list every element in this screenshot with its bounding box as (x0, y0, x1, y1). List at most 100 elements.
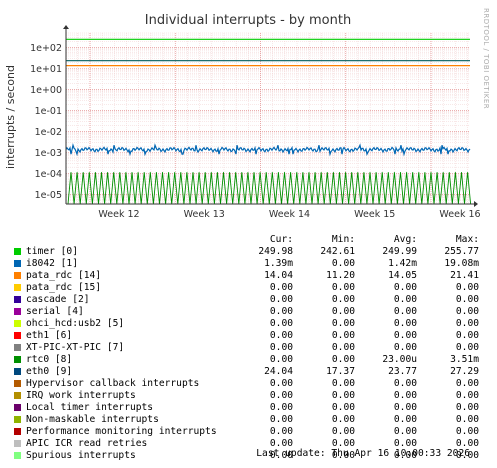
legend-row: eth0 [9] 24.04 17.37 23.77 27.29 (14, 366, 484, 378)
legend-max: 255.77 (444, 246, 479, 257)
legend-series-name: eth0 [9] (26, 366, 73, 377)
legend-avg: 0.00 (393, 306, 417, 317)
x-tick-label: Week 16 (439, 209, 480, 220)
interrupts-chart: Individual interrupts - by month interru… (4, 8, 490, 220)
legend-swatch (14, 320, 21, 327)
y-tick-label: 1e-01 (35, 106, 62, 117)
y-tick-label: 1e-04 (35, 169, 62, 180)
legend-swatch (14, 344, 21, 351)
legend-swatch (14, 404, 21, 411)
legend-avg: 0.00 (393, 390, 417, 401)
legend-series-name: APIC ICR read retries (26, 438, 148, 449)
legend-max: 0.00 (455, 318, 479, 329)
legend-header: Cur: Min: Avg: Max: (14, 234, 484, 246)
legend-series-name: eth1 [6] (26, 330, 73, 341)
legend-cur: 24.04 (264, 366, 293, 377)
legend-cur: 0.00 (269, 294, 293, 305)
legend-series-name: timer [0] (26, 246, 78, 257)
legend-row: Hypervisor callback interrupts 0.00 0.00 0.… (14, 378, 484, 390)
legend-row: i8042 [1] 1.39m 0.00 1.42m 19.08m (14, 258, 484, 270)
legend-avg: 0.00 (393, 282, 417, 293)
legend-min: 0.00 (331, 330, 355, 341)
legend-row: IRQ work interrupts 0.00 0.00 0.00 0.00 (14, 390, 484, 402)
legend-min: 0.00 (331, 294, 355, 305)
legend-swatch (14, 296, 21, 303)
legend-row: Local timer interrupts 0.00 0.00 0.00 0.00 (14, 402, 484, 414)
legend-avg: 0.00 (393, 438, 417, 449)
legend-swatch (14, 392, 21, 399)
legend-swatch (14, 380, 21, 387)
legend-row: Spurious interrupts 0.00 0.00 0.00 0.00 (14, 450, 484, 462)
legend-max: 0.00 (455, 330, 479, 341)
chart-title: Individual interrupts - by month (145, 13, 351, 28)
legend-series-name: serial [4] (26, 306, 84, 317)
x-axis-arrow-icon (474, 201, 478, 207)
header-min: Min: (331, 234, 355, 245)
legend-min: 0.00 (331, 402, 355, 413)
legend-min: 0.00 (331, 306, 355, 317)
legend-avg: 0.00 (393, 318, 417, 329)
legend-series-name: ohci_hcd:usb2 [5] (26, 318, 125, 329)
legend-cur: 0.00 (269, 354, 293, 365)
legend-cur: 0.00 (269, 306, 293, 317)
legend-min: 0.00 (331, 282, 355, 293)
legend-max: 0.00 (455, 414, 479, 425)
legend-avg: 0.00 (393, 450, 417, 461)
legend-series-name: IRQ work interrupts (26, 390, 136, 401)
legend-avg: 0.00 (393, 426, 417, 437)
legend-min: 0.00 (331, 342, 355, 353)
legend-max: 0.00 (455, 342, 479, 353)
legend-min: 0.00 (331, 354, 355, 365)
legend-swatch (14, 308, 21, 315)
legend-row: timer [0] 249.98 242.61 249.99 255.77 (14, 246, 484, 258)
y-tick-label: 1e-02 (35, 127, 62, 138)
legend-cur: 14.04 (264, 270, 293, 281)
y-tick-label: 1e+00 (30, 85, 62, 96)
legend-avg: 0.00 (393, 330, 417, 341)
legend-max: 0.00 (455, 294, 479, 305)
legend-swatch (14, 356, 21, 363)
legend-min: 17.37 (326, 366, 355, 377)
legend-max: 0.00 (455, 282, 479, 293)
legend-cur: 0.00 (269, 330, 293, 341)
legend-cur: 0.00 (269, 342, 293, 353)
legend: Cur: Min: Avg: Max: timer [0] 249.98 242.6… (14, 234, 484, 462)
legend-cur: 0.00 (269, 378, 293, 389)
legend-series-name: cascade [2] (26, 294, 90, 305)
legend-swatch (14, 332, 21, 339)
legend-max: 0.00 (455, 450, 479, 461)
legend-min: 0.00 (331, 426, 355, 437)
series-line (65, 142, 471, 157)
legend-swatch (14, 368, 21, 375)
legend-swatch (14, 440, 21, 447)
legend-series-name: rtc0 [8] (26, 354, 73, 365)
header-cur: Cur: (269, 234, 293, 245)
legend-min: 0.00 (331, 390, 355, 401)
legend-max: 27.29 (450, 366, 479, 377)
legend-avg: 23.77 (388, 366, 417, 377)
legend-cur: 0.00 (269, 438, 293, 449)
legend-max: 0.00 (455, 306, 479, 317)
legend-max: 0.00 (455, 402, 479, 413)
legend-swatch (14, 416, 21, 423)
legend-min: 0.00 (331, 438, 355, 449)
y-axis-label: interrupts / second (4, 65, 17, 169)
legend-avg: 249.99 (382, 246, 417, 257)
legend-series-name: pata_rdc [14] (26, 270, 102, 281)
legend-cur: 1.39m (264, 258, 293, 269)
legend-min: 0.00 (331, 414, 355, 425)
header-max: Max: (455, 234, 479, 245)
legend-avg: 0.00 (393, 402, 417, 413)
legend-swatch (14, 248, 21, 255)
legend-max: 21.41 (450, 270, 479, 281)
y-tick-label: 1e+01 (30, 64, 62, 75)
legend-max: 0.00 (455, 378, 479, 389)
legend-max: 0.00 (455, 438, 479, 449)
legend-row: serial [4] 0.00 0.00 0.00 0.00 (14, 306, 484, 318)
legend-row: APIC ICR read retries 0.00 0.00 0.00 0.00 (14, 438, 484, 450)
legend-avg: 0.00 (393, 294, 417, 305)
legend-min: 0.00 (331, 450, 355, 461)
legend-cur: 0.00 (269, 402, 293, 413)
legend-series-name: Performance monitoring interrupts (26, 426, 217, 437)
legend-row: cascade [2] 0.00 0.00 0.00 0.00 (14, 294, 484, 306)
